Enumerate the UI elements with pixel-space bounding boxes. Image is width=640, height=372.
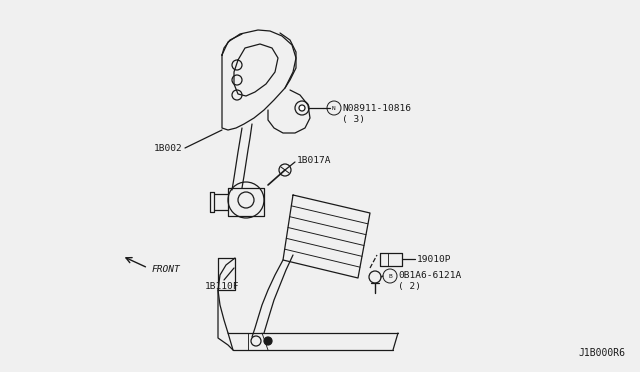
Text: ( 3): ( 3) — [342, 115, 365, 124]
Text: 0B1A6-6121A: 0B1A6-6121A — [398, 272, 461, 280]
Text: 1B110F: 1B110F — [205, 282, 239, 291]
Text: 1B017A: 1B017A — [297, 155, 332, 164]
Text: 1B002: 1B002 — [154, 144, 183, 153]
Text: B: B — [388, 273, 392, 279]
Text: N08911-10816: N08911-10816 — [342, 103, 411, 112]
Text: J1B000R6: J1B000R6 — [578, 348, 625, 358]
Text: FRONT: FRONT — [152, 266, 180, 275]
Text: 19010P: 19010P — [417, 254, 451, 263]
Circle shape — [299, 105, 305, 111]
Text: ( 2): ( 2) — [398, 282, 421, 292]
Text: N: N — [332, 106, 336, 110]
Circle shape — [264, 337, 272, 345]
